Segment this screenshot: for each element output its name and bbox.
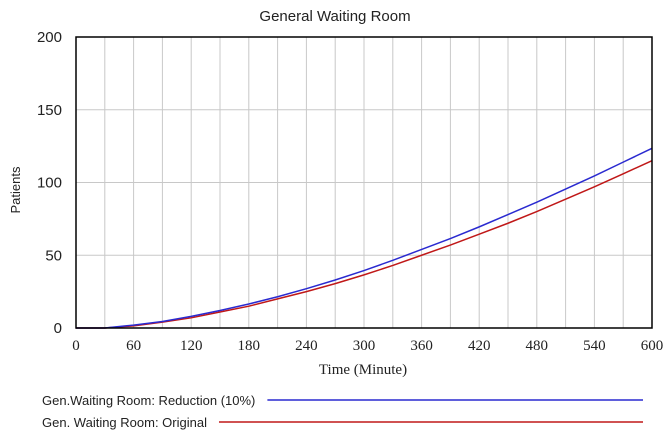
y-tick-label: 0 [54, 320, 62, 337]
x-axis-label: Time (Minute) [319, 362, 407, 378]
y-axis-ticks: 0 50 100 150 200 [37, 29, 62, 337]
series-lines [76, 147, 653, 329]
x-axis-ticks: 0 60 120 180 240 300 360 420 480 540 600 [72, 338, 663, 354]
legend-label-0: Gen.Waiting Room: Reduction (10%) [42, 393, 255, 408]
plot-frame [75, 36, 653, 329]
x-tick-label: 120 [180, 338, 203, 354]
y-tick-label: 150 [37, 102, 62, 119]
x-tick-label: 600 [641, 338, 664, 354]
series-line-0 [76, 147, 653, 329]
y-tick-label: 100 [37, 175, 62, 192]
x-tick-label: 300 [353, 338, 376, 354]
x-tick-label: 420 [468, 338, 491, 354]
x-tick-label: 540 [583, 338, 606, 354]
y-axis-label: Patients [8, 166, 23, 213]
series-line-1 [76, 159, 653, 329]
x-tick-label: 360 [410, 338, 433, 354]
x-tick-label: 480 [526, 338, 549, 354]
legend: Gen.Waiting Room: Reduction (10%) Gen. Wa… [42, 393, 643, 430]
x-tick-label: 0 [72, 338, 80, 354]
y-tick-label: 50 [45, 247, 62, 264]
grid-lines [76, 37, 652, 328]
x-tick-label: 60 [126, 338, 141, 354]
y-tick-label: 200 [37, 29, 62, 46]
legend-label-1: Gen. Waiting Room: Original [42, 415, 207, 430]
chart-title: General Waiting Room [259, 8, 410, 25]
x-tick-label: 180 [238, 338, 261, 354]
x-tick-label: 240 [295, 338, 318, 354]
